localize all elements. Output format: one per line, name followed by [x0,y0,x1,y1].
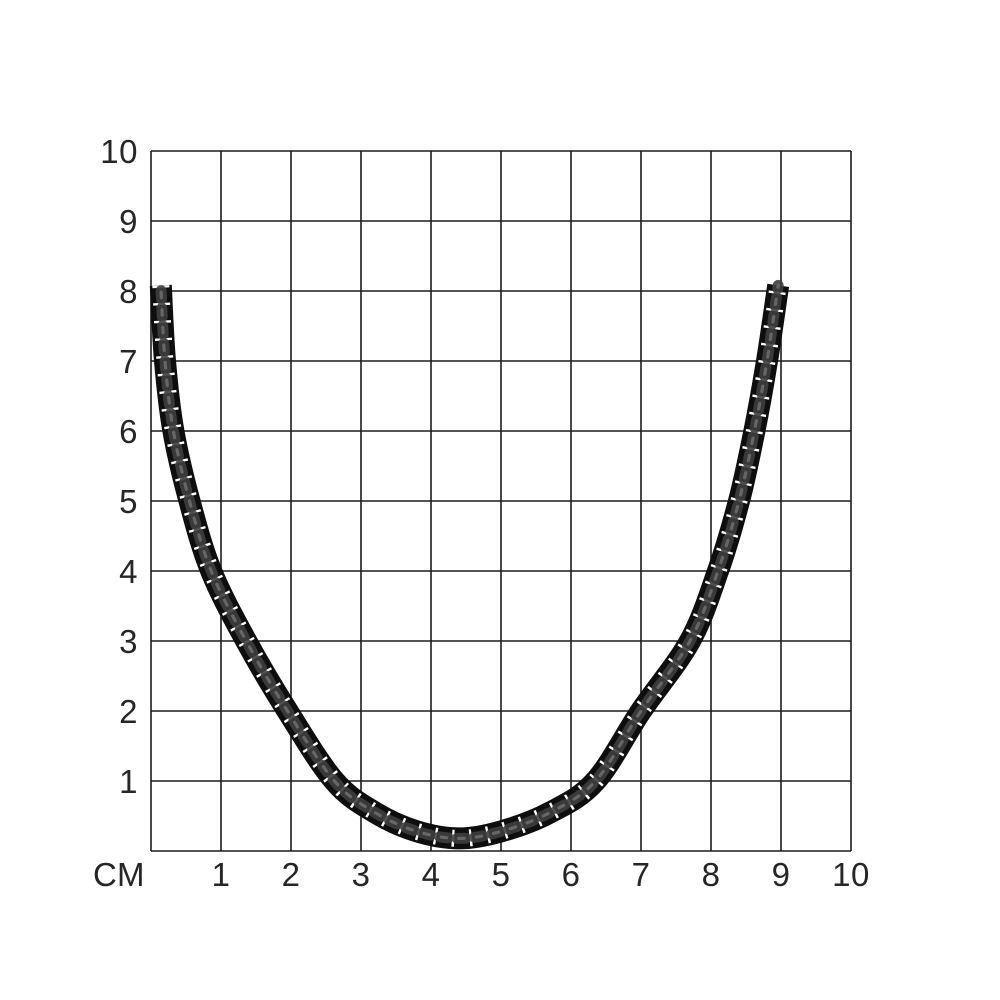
x-tick-label: 5 [492,856,511,893]
x-tick-label: 3 [352,856,371,893]
x-tick-label: 6 [562,856,581,893]
x-tick-label: 9 [772,856,791,893]
necklace-chain [149,279,790,850]
chain-link-sheen [155,279,784,844]
chain-link-gaps [152,284,787,847]
y-axis-tick-labels: 1 2 3 4 5 6 7 8 9 10 [100,133,138,800]
x-axis-tick-labels: 1 2 3 4 5 6 7 8 9 10 [212,856,870,893]
x-tick-label: 2 [282,856,301,893]
x-tick-label: 8 [702,856,721,893]
y-tick-label: 9 [119,203,138,240]
y-tick-label: 8 [119,273,138,310]
y-tick-label: 2 [119,693,138,730]
x-tick-label: 4 [422,856,441,893]
y-tick-label: 10 [100,133,138,170]
x-tick-label: 1 [212,856,231,893]
y-tick-label: 6 [119,413,138,450]
y-tick-label: 1 [119,763,138,800]
axis-unit-label: СМ [93,856,145,893]
y-tick-label: 4 [119,553,138,590]
chain-highlight [159,283,780,841]
grid [150,150,852,852]
y-tick-label: 5 [119,483,138,520]
x-tick-label: 7 [632,856,651,893]
y-tick-label: 3 [119,623,138,660]
y-tick-label: 7 [119,343,138,380]
x-tick-label: 10 [832,856,870,893]
chain-body [149,283,790,850]
